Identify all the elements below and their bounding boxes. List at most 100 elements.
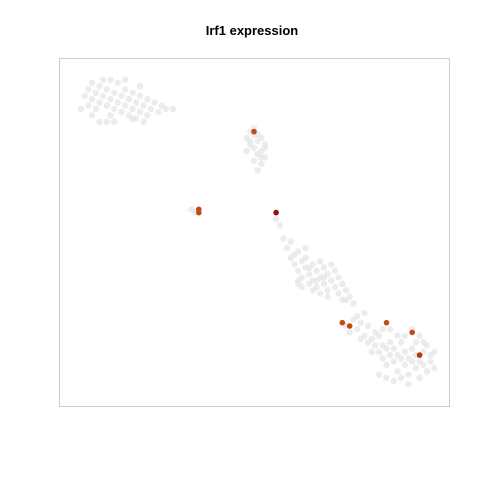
background-point xyxy=(335,274,342,281)
background-point xyxy=(111,89,118,96)
background-point xyxy=(85,86,92,93)
background-point xyxy=(350,300,357,307)
background-point xyxy=(250,144,258,151)
background-point xyxy=(394,368,401,375)
background-point xyxy=(379,326,386,333)
background-point xyxy=(140,102,147,109)
background-point xyxy=(398,339,405,346)
background-point xyxy=(427,358,434,365)
background-point xyxy=(342,287,350,294)
background-point xyxy=(302,245,309,252)
background-point xyxy=(383,374,390,381)
background-point xyxy=(107,76,114,83)
background-point xyxy=(401,332,409,339)
background-point xyxy=(401,348,409,356)
background-point xyxy=(353,313,361,320)
background-point xyxy=(169,105,177,113)
background-point xyxy=(375,332,383,339)
background-point xyxy=(140,118,147,126)
background-point xyxy=(77,105,85,113)
background-point xyxy=(339,280,346,287)
background-point xyxy=(92,105,100,113)
background-point xyxy=(118,92,125,100)
expressing-point xyxy=(273,209,279,216)
background-point xyxy=(111,105,118,113)
background-point xyxy=(317,290,324,297)
background-point xyxy=(423,368,431,375)
background-point xyxy=(162,105,169,113)
background-point xyxy=(283,245,291,252)
background-point xyxy=(313,277,320,284)
background-point xyxy=(390,358,397,365)
background-point xyxy=(99,92,107,100)
background-point xyxy=(92,89,100,96)
background-point xyxy=(280,235,287,242)
background-point xyxy=(390,345,397,352)
background-point xyxy=(412,364,420,372)
background-point xyxy=(291,261,298,268)
background-point xyxy=(136,108,144,116)
background-point xyxy=(405,381,412,388)
background-point xyxy=(324,287,331,294)
expressing-point xyxy=(251,128,257,135)
background-point xyxy=(122,102,129,109)
background-point xyxy=(398,355,405,362)
background-point xyxy=(85,102,92,109)
background-point xyxy=(125,96,133,103)
background-point xyxy=(88,96,96,103)
background-point xyxy=(364,322,372,330)
background-point xyxy=(96,83,103,90)
background-point xyxy=(375,348,383,356)
background-point xyxy=(114,99,122,106)
background-point xyxy=(401,361,409,368)
background-point xyxy=(420,361,427,368)
background-point xyxy=(398,374,405,381)
background-point xyxy=(364,339,372,346)
background-point xyxy=(118,108,125,116)
background-point xyxy=(379,355,386,362)
background-point xyxy=(261,144,269,151)
background-point xyxy=(88,112,96,119)
background-point xyxy=(387,326,394,333)
background-point xyxy=(328,261,335,268)
background-point xyxy=(383,361,390,368)
background-point xyxy=(155,108,162,116)
background-point xyxy=(136,92,144,100)
background-point xyxy=(88,79,96,87)
background-point xyxy=(387,351,394,359)
background-point xyxy=(372,342,379,349)
background-point xyxy=(357,319,364,326)
background-point xyxy=(320,280,328,287)
background-point xyxy=(412,339,420,346)
background-point xyxy=(122,76,129,83)
background-points xyxy=(77,76,438,388)
background-point xyxy=(390,377,397,385)
background-point xyxy=(317,258,324,265)
background-point xyxy=(144,96,151,103)
background-point xyxy=(258,154,265,161)
background-point xyxy=(129,105,136,113)
background-point xyxy=(247,138,254,145)
background-point xyxy=(416,374,423,381)
background-point xyxy=(368,348,375,356)
background-point xyxy=(258,160,265,168)
background-point xyxy=(81,92,88,100)
background-point xyxy=(144,112,151,119)
background-point xyxy=(103,86,111,93)
expressing-point xyxy=(383,319,390,326)
background-point xyxy=(405,371,412,378)
background-point xyxy=(320,264,328,271)
background-point xyxy=(353,326,361,333)
expressing-point xyxy=(346,323,353,329)
expressing-point xyxy=(339,319,346,326)
background-point xyxy=(409,358,416,365)
background-point xyxy=(136,83,144,90)
background-point xyxy=(295,248,302,255)
chart-title: Irf1 expression xyxy=(206,23,299,38)
background-point xyxy=(147,105,155,113)
background-point xyxy=(114,79,122,87)
background-point xyxy=(151,99,158,106)
background-point xyxy=(287,238,294,245)
background-point xyxy=(383,345,390,352)
